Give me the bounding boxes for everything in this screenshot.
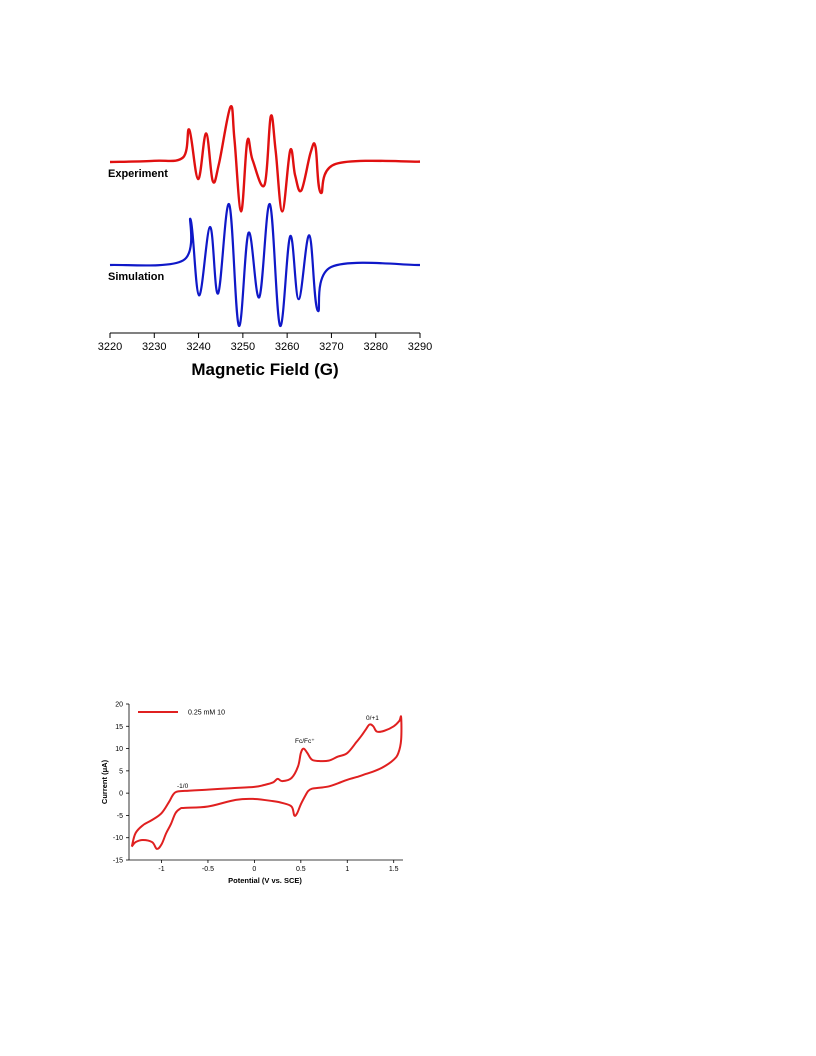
cv-y-tick-label: 15 — [115, 724, 123, 731]
cv-chart: -15 -10 -5 0 5 10 15 20 -1 -0.5 0 0.5 1 1.5 0.25 mM … — [100, 702, 403, 885]
simulation-spectrum-line — [109, 203, 421, 327]
epr-x-axis-title: Magnetic Field (G) — [191, 360, 338, 379]
cv-y-tick-label: 10 — [115, 746, 123, 753]
epr-x-tick-label: 3280 — [363, 341, 387, 353]
cv-y-tick-label: -15 — [113, 858, 123, 865]
epr-x-tick-label: 3230 — [142, 341, 166, 353]
cv-y-tick-label: -10 — [113, 835, 123, 842]
cv-x-tick-label: -0.5 — [202, 866, 214, 873]
epr-x-tick-label: 3270 — [319, 341, 343, 353]
cv-x-tick-label: 0 — [252, 866, 256, 873]
experiment-label: Experiment — [108, 168, 168, 180]
cv-y-ticks: -15 -10 -5 0 5 10 15 20 — [113, 702, 129, 865]
epr-x-tick-label: 3220 — [98, 341, 122, 353]
epr-x-tick-label: 3240 — [186, 341, 210, 353]
cv-series-line — [130, 715, 403, 850]
cv-y-tick-label: 0 — [119, 791, 123, 798]
legend-label: 0.25 mM 10 — [188, 710, 225, 717]
experiment-spectrum-line — [109, 105, 421, 213]
simulation-label: Simulation — [108, 271, 165, 283]
cv-y-tick-label: 20 — [115, 702, 123, 709]
cv-x-tick-label: 1.5 — [389, 866, 399, 873]
cv-y-axis-title: Current (μA) — [100, 759, 109, 804]
epr-x-tick-label: 3290 — [408, 341, 432, 353]
annotation-fc: Fc/Fc⁺ — [295, 738, 315, 745]
annotation-0-plus1: 0/+1 — [366, 715, 379, 722]
epr-chart: Experiment Simulation 3220 3230 3240 3250 32… — [98, 105, 432, 379]
cv-x-axis-title: Potential (V vs. SCE) — [228, 876, 302, 885]
cv-x-tick-label: 0.5 — [296, 866, 306, 873]
epr-x-ticks: 3220 3230 3240 3250 3260 3270 3280 3290 — [98, 333, 432, 353]
epr-x-tick-label: 3250 — [231, 341, 255, 353]
cv-y-tick-label: 5 — [119, 768, 123, 775]
annotation-minus1-0: -1/0 — [177, 783, 189, 790]
cv-x-ticks: -1 -0.5 0 0.5 1 1.5 — [158, 860, 399, 873]
cv-y-tick-label: -5 — [117, 813, 123, 820]
epr-x-tick-label: 3260 — [275, 341, 299, 353]
cv-x-tick-label: -1 — [158, 866, 164, 873]
cv-x-tick-label: 1 — [345, 866, 349, 873]
